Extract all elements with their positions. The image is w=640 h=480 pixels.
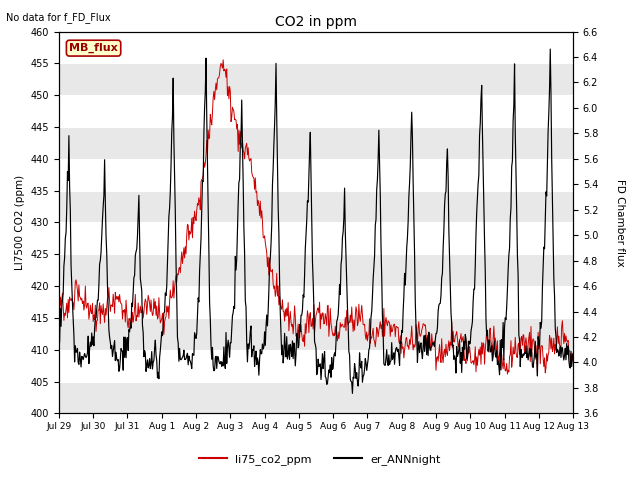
Y-axis label: FD Chamber flux: FD Chamber flux xyxy=(615,179,625,266)
Bar xyxy=(59,382,573,413)
Bar xyxy=(59,222,573,254)
Bar xyxy=(59,286,573,318)
Bar xyxy=(59,159,573,191)
Bar xyxy=(59,254,573,286)
Text: No data for f_FD_Flux: No data for f_FD_Flux xyxy=(6,12,111,23)
Title: CO2 in ppm: CO2 in ppm xyxy=(275,15,357,29)
Bar xyxy=(59,32,573,63)
Bar xyxy=(59,318,573,350)
Legend: li75_co2_ppm, er_ANNnight: li75_co2_ppm, er_ANNnight xyxy=(195,450,445,469)
Bar xyxy=(59,63,573,95)
Y-axis label: LI7500 CO2 (ppm): LI7500 CO2 (ppm) xyxy=(15,175,25,270)
Bar xyxy=(59,191,573,222)
Bar xyxy=(59,127,573,159)
Text: MB_flux: MB_flux xyxy=(69,43,118,53)
Bar xyxy=(59,95,573,127)
Bar xyxy=(59,350,573,382)
